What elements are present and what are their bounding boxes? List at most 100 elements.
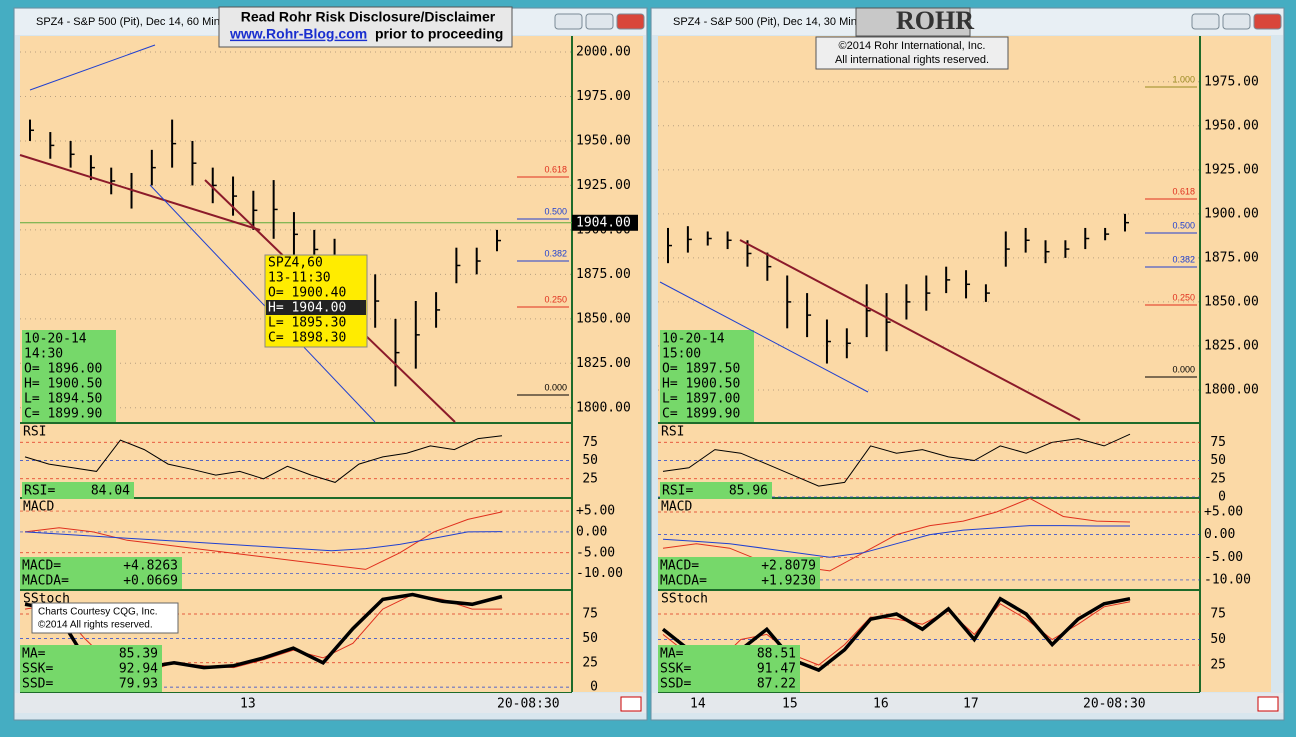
x-label: 14 (690, 697, 706, 712)
stoch-readout-text: SSD= (22, 677, 53, 692)
macd-readout-text: MACD= (660, 559, 699, 574)
stoch-readout-text: 91.47 (757, 662, 796, 677)
copyright-text: ©2014 Rohr International, Inc. (839, 40, 986, 52)
ohlc-box-text: C= 1899.90 (662, 407, 740, 422)
y-tick-label: 75 (582, 607, 598, 622)
y-tick-label: 1900.00 (1204, 206, 1259, 221)
y-tick-label: 25 (582, 655, 598, 670)
macd-readout-text: +1.9230 (761, 574, 816, 589)
banner-link[interactable]: www.Rohr-Blog.com (229, 26, 367, 42)
y-tick-label: 1950.00 (1204, 118, 1259, 133)
y-tick-label: 50 (582, 631, 598, 646)
stoch-readout (658, 645, 800, 692)
ohlc-box-text: O= 1897.50 (662, 362, 740, 377)
close-button[interactable] (616, 13, 645, 30)
y-tick-label: 50 (582, 453, 598, 468)
macd-readout-text: +4.8263 (123, 559, 178, 574)
y-tick-label: 25 (1210, 658, 1226, 673)
scroll-arrow[interactable] (1257, 696, 1279, 712)
x-label: 15 (782, 697, 798, 712)
y-tick-label: 50 (1210, 632, 1226, 647)
close-button[interactable] (1253, 13, 1282, 30)
rsi-line (24, 435, 503, 483)
fib-label: 0.500 (1172, 220, 1195, 230)
y-tick-label: 1925.00 (1204, 162, 1259, 177)
macd-readout (20, 557, 182, 589)
macd-line (662, 525, 1130, 558)
y-tick-label: 25 (1210, 471, 1226, 486)
macd-readout-text: +2.8079 (761, 559, 816, 574)
stoch-readout (20, 645, 162, 692)
ohlc-box-text: H= 1900.50 (24, 377, 102, 392)
y-tick-label: 0.00 (1204, 527, 1235, 542)
window-button[interactable] (554, 13, 583, 30)
rsi-readout-text: RSI= (24, 484, 55, 499)
fib-label: 0.618 (544, 164, 567, 174)
banner (218, 6, 513, 48)
macd-readout-text: MACDA= (660, 574, 707, 589)
rsi-readout-text: RSI= (662, 484, 693, 499)
window-button[interactable] (1222, 13, 1251, 30)
stoch-readout-text: SSD= (660, 677, 691, 692)
trend-line (19, 154, 261, 231)
scroll-arrow[interactable] (620, 696, 642, 712)
y-tick-label: -10.00 (576, 566, 623, 581)
y-tick-label: 25 (582, 471, 598, 486)
courtesy-text: ©2014 All rights reserved. (38, 620, 153, 631)
stoch-line (662, 601, 1131, 666)
x-label: 20-08:30 (1083, 697, 1146, 712)
banner-line: Read Rohr Risk Disclosure/Disclaimer (241, 9, 496, 25)
rsi-readout (660, 482, 772, 499)
window-button[interactable] (585, 13, 614, 30)
ohlc-box-text: C= 1899.90 (24, 407, 102, 422)
panel-label: MACD (661, 500, 692, 515)
stoch-readout-text: MA= (22, 647, 46, 662)
y-tick-label: 1825.00 (576, 356, 631, 371)
y-tick-label: 1800.00 (1204, 382, 1259, 397)
courtesy-box (31, 602, 179, 634)
y-tick-label: 1850.00 (576, 311, 631, 326)
ohlc-box-text: L= 1897.00 (662, 392, 740, 407)
tooltip-text: H= 1904.00 (268, 301, 346, 316)
macd-line (24, 511, 503, 570)
window-title: SPZ4 - S&P 500 (Pit), Dec 14, 30 Min (673, 16, 857, 28)
stoch-readout-text: 79.93 (119, 677, 158, 692)
stoch-readout-text: SSK= (660, 662, 691, 677)
y-tick-label: 0 (1218, 490, 1226, 505)
y-tick-label: +5.00 (1204, 504, 1243, 519)
tooltip-text: 13-11:30 (268, 271, 331, 286)
stoch-readout-text: 88.51 (757, 647, 796, 662)
y-tick-label: 1825.00 (1204, 338, 1259, 353)
rsi-readout (22, 482, 134, 499)
x-label: 20-08:30 (497, 697, 560, 712)
last-price-box (572, 214, 638, 231)
logo-box (855, 7, 971, 37)
panel-label: RSI (23, 425, 46, 440)
courtesy-text: Charts Courtesy CQG, Inc. (38, 607, 157, 618)
y-tick-label: 1800.00 (576, 400, 631, 415)
tooltip-text: O= 1900.40 (268, 286, 346, 301)
ohlc-box-text: H= 1900.50 (662, 377, 740, 392)
time-axis (652, 693, 1283, 713)
y-tick-label: 75 (1210, 435, 1226, 450)
ohlc-box-text: L= 1894.50 (24, 392, 102, 407)
ohlc-box-text: 10-20-14 (24, 332, 87, 347)
x-label: 16 (873, 697, 889, 712)
macd-readout (658, 557, 820, 589)
ohlc-box-text: 15:00 (662, 347, 701, 362)
stoch-readout-text: SSK= (22, 662, 53, 677)
trend-line (29, 44, 156, 91)
fib-label: 0.618 (1172, 186, 1195, 196)
window-title: SPZ4 - S&P 500 (Pit), Dec 14, 60 Min (36, 16, 220, 28)
trend-line (149, 184, 376, 423)
macd-line (662, 497, 1131, 572)
y-tick-label: 75 (582, 435, 598, 450)
y-tick-label: 0.00 (576, 524, 607, 539)
rsi-line (662, 433, 1131, 487)
y-tick-label: 1975.00 (576, 89, 631, 104)
y-tick-label: 1850.00 (1204, 294, 1259, 309)
window-button[interactable] (1191, 13, 1220, 30)
ohlc-box-text: O= 1896.00 (24, 362, 102, 377)
fib-label: 0.250 (1172, 292, 1195, 302)
